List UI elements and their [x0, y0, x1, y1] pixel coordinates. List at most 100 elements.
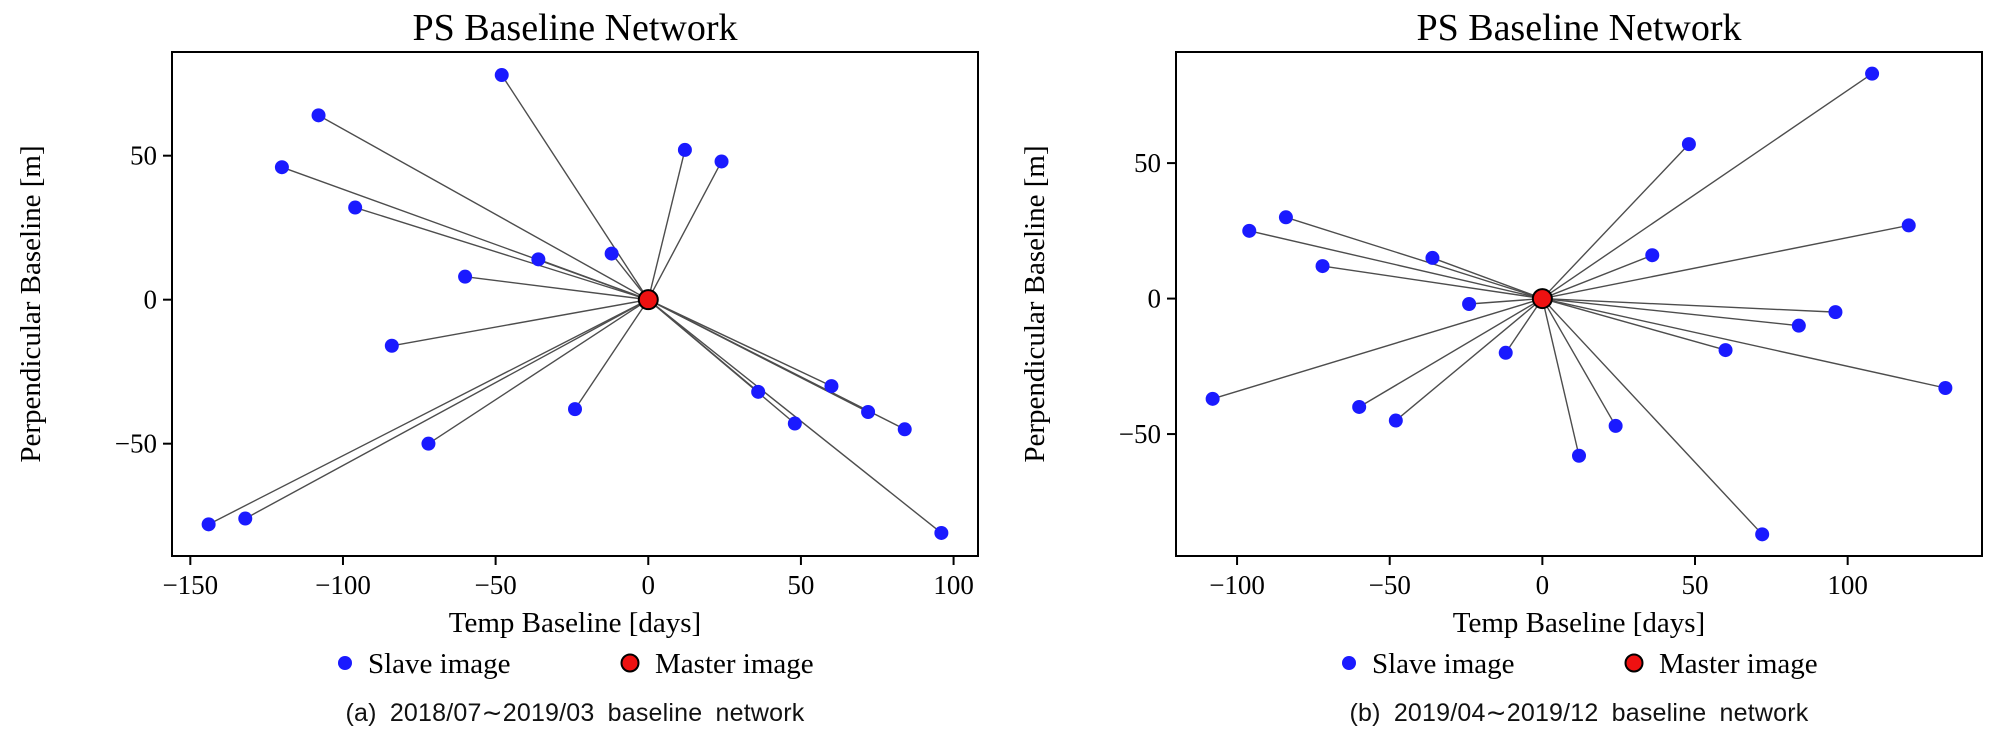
baseline-edge [574, 299, 649, 410]
baseline-edge [647, 299, 796, 425]
x-tick-label: 0 [1536, 570, 1550, 600]
figure-a-caption: (a) 2018/07∼2019/03 baseline network [345, 699, 805, 727]
x-tick-label: −50 [1369, 570, 1411, 600]
y-axis-label: Perpendicular Baseline [m] [1019, 145, 1051, 462]
x-tick-label: 50 [787, 570, 814, 600]
slave-point [348, 200, 363, 215]
figure-a: −150 −100 −50 0 50 100 −50 0 50 PS Baseline Netwo… [15, 7, 979, 727]
slave-point [1755, 527, 1770, 542]
baseline-edge [538, 258, 649, 301]
x-axis-label: Temp Baseline [days] [1453, 607, 1705, 639]
slave-point [201, 517, 216, 532]
baseline-edge [647, 299, 942, 534]
y-tick-label: 0 [144, 285, 158, 315]
baseline-edge [465, 275, 649, 301]
baseline-edge [208, 299, 649, 525]
baseline-edge [647, 161, 723, 301]
chart-title: PS Baseline Network [1416, 7, 1741, 49]
plot-area [1175, 51, 1983, 557]
baseline-edge [1542, 254, 1653, 300]
baseline-edge [428, 299, 649, 445]
slave-point [1681, 137, 1696, 152]
master-point [637, 289, 659, 311]
slave-point [751, 384, 766, 399]
slave-point [1608, 418, 1623, 433]
legend-master-label: Master image [1659, 648, 1818, 680]
baseline-edge [1541, 143, 1690, 300]
baseline-edge [1322, 265, 1543, 300]
legend-master-label: Master image [655, 648, 814, 680]
slave-point [1205, 391, 1220, 406]
slave-point [458, 269, 473, 284]
slave-point [714, 154, 729, 169]
baseline-edge [647, 299, 906, 430]
baseline-edge [391, 298, 649, 347]
slave-point [1901, 218, 1916, 233]
legend-slave-label: Slave image [368, 648, 511, 680]
baseline-edge [318, 114, 649, 301]
y-tick-label: 50 [130, 141, 157, 171]
baseline-edge [1541, 298, 1617, 427]
slave-point [1572, 448, 1586, 463]
slave-point [494, 68, 509, 83]
slave-point [421, 436, 436, 451]
baseline-edge [354, 206, 649, 301]
slave-point [238, 511, 253, 526]
x-tick-label: −150 [162, 570, 218, 600]
y-tick-label: −50 [1119, 419, 1161, 449]
slave-point [1498, 345, 1513, 360]
slave-point [897, 422, 912, 437]
slave-point [677, 142, 692, 157]
slave-point [1388, 413, 1403, 428]
plot-area [171, 51, 979, 557]
baseline-edge [1285, 216, 1543, 300]
x-tick-label: 0 [642, 570, 656, 600]
slave-point [1278, 210, 1293, 225]
baseline-edge [244, 299, 649, 520]
slave-point [1645, 248, 1660, 263]
figure-b-caption: (b) 2019/04∼2019/12 baseline network [1349, 699, 1809, 727]
baseline-edge [1249, 230, 1543, 300]
baseline-edge [1542, 297, 1836, 313]
baseline-edge [1542, 297, 1726, 351]
x-tick-label: 100 [1827, 570, 1868, 600]
chart-title: PS Baseline Network [412, 7, 737, 49]
baseline-edge [1432, 257, 1543, 300]
slave-point [274, 160, 289, 175]
x-tick-label: 50 [1682, 570, 1709, 600]
y-axis-label: Perpendicular Baseline [m] [15, 145, 47, 462]
baseline-edge [1541, 298, 1763, 535]
slave-point [824, 379, 839, 394]
y-tick-label: −50 [115, 429, 157, 459]
baseline-edge [1469, 297, 1543, 305]
baseline-edge [1541, 298, 1580, 456]
slave-point [531, 252, 546, 267]
slave-point [1462, 297, 1477, 311]
slave-point [1865, 66, 1880, 81]
baseline-edge [1358, 297, 1543, 408]
slave-point [934, 525, 949, 540]
slave-point [861, 405, 876, 419]
slave-point [1828, 305, 1843, 320]
baseline-edge [501, 74, 649, 301]
slave-point [1938, 381, 1953, 395]
slave-point [384, 338, 399, 353]
chart-b-svg: −100 −50 0 50 100 −50 0 50 PS Baseline Network Te… [1019, 7, 1983, 680]
master-point [1531, 288, 1553, 310]
slave-point [1791, 318, 1806, 333]
baseline-edge [1505, 298, 1543, 354]
slave-point [311, 108, 326, 123]
slave-point [787, 416, 802, 431]
legend-master-marker [620, 653, 640, 673]
baseline-edge [647, 149, 686, 300]
figure-b: −100 −50 0 50 100 −50 0 50 PS Baseline Network Te… [1004, 0, 2008, 751]
slave-point [1242, 223, 1257, 238]
baseline-edge [1542, 297, 1799, 327]
slave-point [1315, 259, 1330, 274]
legend-slave-marker [1342, 656, 1356, 670]
legend-slave-marker [338, 656, 352, 670]
x-tick-label: −50 [475, 570, 517, 600]
slave-point [568, 402, 582, 417]
chart-a-svg: −150 −100 −50 0 50 100 −50 0 50 PS Baseline Netwo… [15, 7, 979, 680]
y-tick-label: 50 [1134, 148, 1161, 178]
